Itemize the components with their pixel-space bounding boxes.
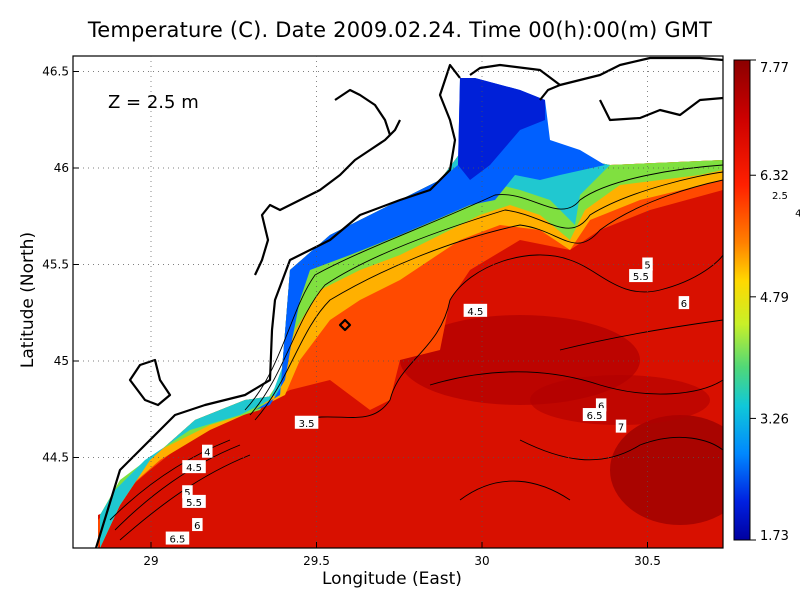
contour-label: 6	[194, 521, 200, 532]
warm-core-2	[610, 415, 723, 525]
sea-yellow	[100, 140, 723, 548]
sea-blue	[255, 78, 605, 410]
contour-label-box	[182, 485, 193, 499]
contour-label: 5.5	[186, 498, 202, 509]
warm-core-3	[530, 375, 710, 425]
x-tick-label: 29.5	[303, 554, 330, 568]
colorbar	[733, 59, 751, 541]
x-tick-label: 30	[474, 554, 489, 568]
grid	[73, 56, 723, 548]
colorbar-tick-label: 4.79	[760, 291, 789, 306]
contour-label-box	[182, 460, 206, 474]
contour-label-box	[202, 444, 213, 458]
contour-label-box	[463, 303, 488, 317]
contour-label: 4.5	[467, 307, 483, 318]
contour-label: 3.5	[299, 419, 315, 430]
contour-label-box	[165, 531, 190, 545]
contour-label: 5	[644, 261, 650, 272]
contour-label: 4.5	[186, 463, 202, 474]
contour-label: 7	[618, 423, 624, 434]
contour-label: 6	[598, 401, 604, 412]
chart-title: Temperature (C). Date 2009.02.24. Time 0…	[87, 18, 713, 42]
y-tick-label: 46	[54, 161, 69, 175]
contour-label: 6	[681, 299, 687, 310]
colorbar-ticks: 7.77 6.32 4.79 3.26 1.73	[750, 59, 789, 544]
plot-frame	[72, 55, 724, 549]
contour-label-box	[192, 518, 203, 532]
y-tick-label: 45.5	[42, 258, 69, 272]
y-axis-label: Latitude (North)	[18, 231, 38, 369]
contour-label-box	[294, 415, 319, 429]
contour-label: 6.5	[170, 535, 186, 546]
contour-lines	[109, 164, 723, 541]
temperature-field	[98, 78, 723, 548]
colorbar-tick-label: 6.32	[760, 169, 789, 184]
contour-label: 4.5	[795, 208, 800, 219]
contour-label-box	[582, 408, 607, 422]
x-tick-label: 30.5	[634, 554, 661, 568]
contour-label: 5.5	[633, 272, 649, 283]
contour-label-box	[615, 419, 627, 433]
contour-label-box	[595, 398, 607, 412]
contour-label: 5	[184, 488, 190, 499]
x-tick-label: 29	[143, 554, 158, 568]
x-axis-label: Longitude (East)	[322, 569, 462, 589]
colorbar-tick-label: 1.73	[760, 529, 789, 544]
contour-label: 4	[204, 448, 210, 459]
y-tick-label: 45	[54, 354, 69, 368]
sea-cyan	[100, 140, 610, 548]
coastline	[94, 56, 724, 549]
contour-label-box	[182, 494, 206, 508]
y-axis-ticks: 46.5 46 45.5 45 44.5	[42, 65, 79, 465]
contour-label-box	[768, 188, 792, 202]
contour-label: 2.5	[772, 191, 788, 202]
contour-label: 6.5	[587, 411, 603, 422]
colorbar-tick-label: 3.26	[760, 412, 789, 427]
contour-label-box	[642, 257, 653, 271]
sea-deep-blue	[458, 78, 545, 180]
contour-label-box	[629, 269, 653, 283]
contour-label-box	[797, 195, 800, 209]
depth-label: Z = 2.5 m	[108, 92, 199, 113]
contour-label-box	[678, 296, 690, 310]
y-tick-label: 44.5	[42, 451, 69, 465]
y-tick-label: 46.5	[42, 65, 69, 79]
contour-label-box	[791, 205, 800, 219]
contour-labels: 3.555.542.534.564.56.5755.5676.555.564.5…	[165, 188, 800, 546]
colorbar-tick-label: 7.77	[760, 61, 789, 76]
